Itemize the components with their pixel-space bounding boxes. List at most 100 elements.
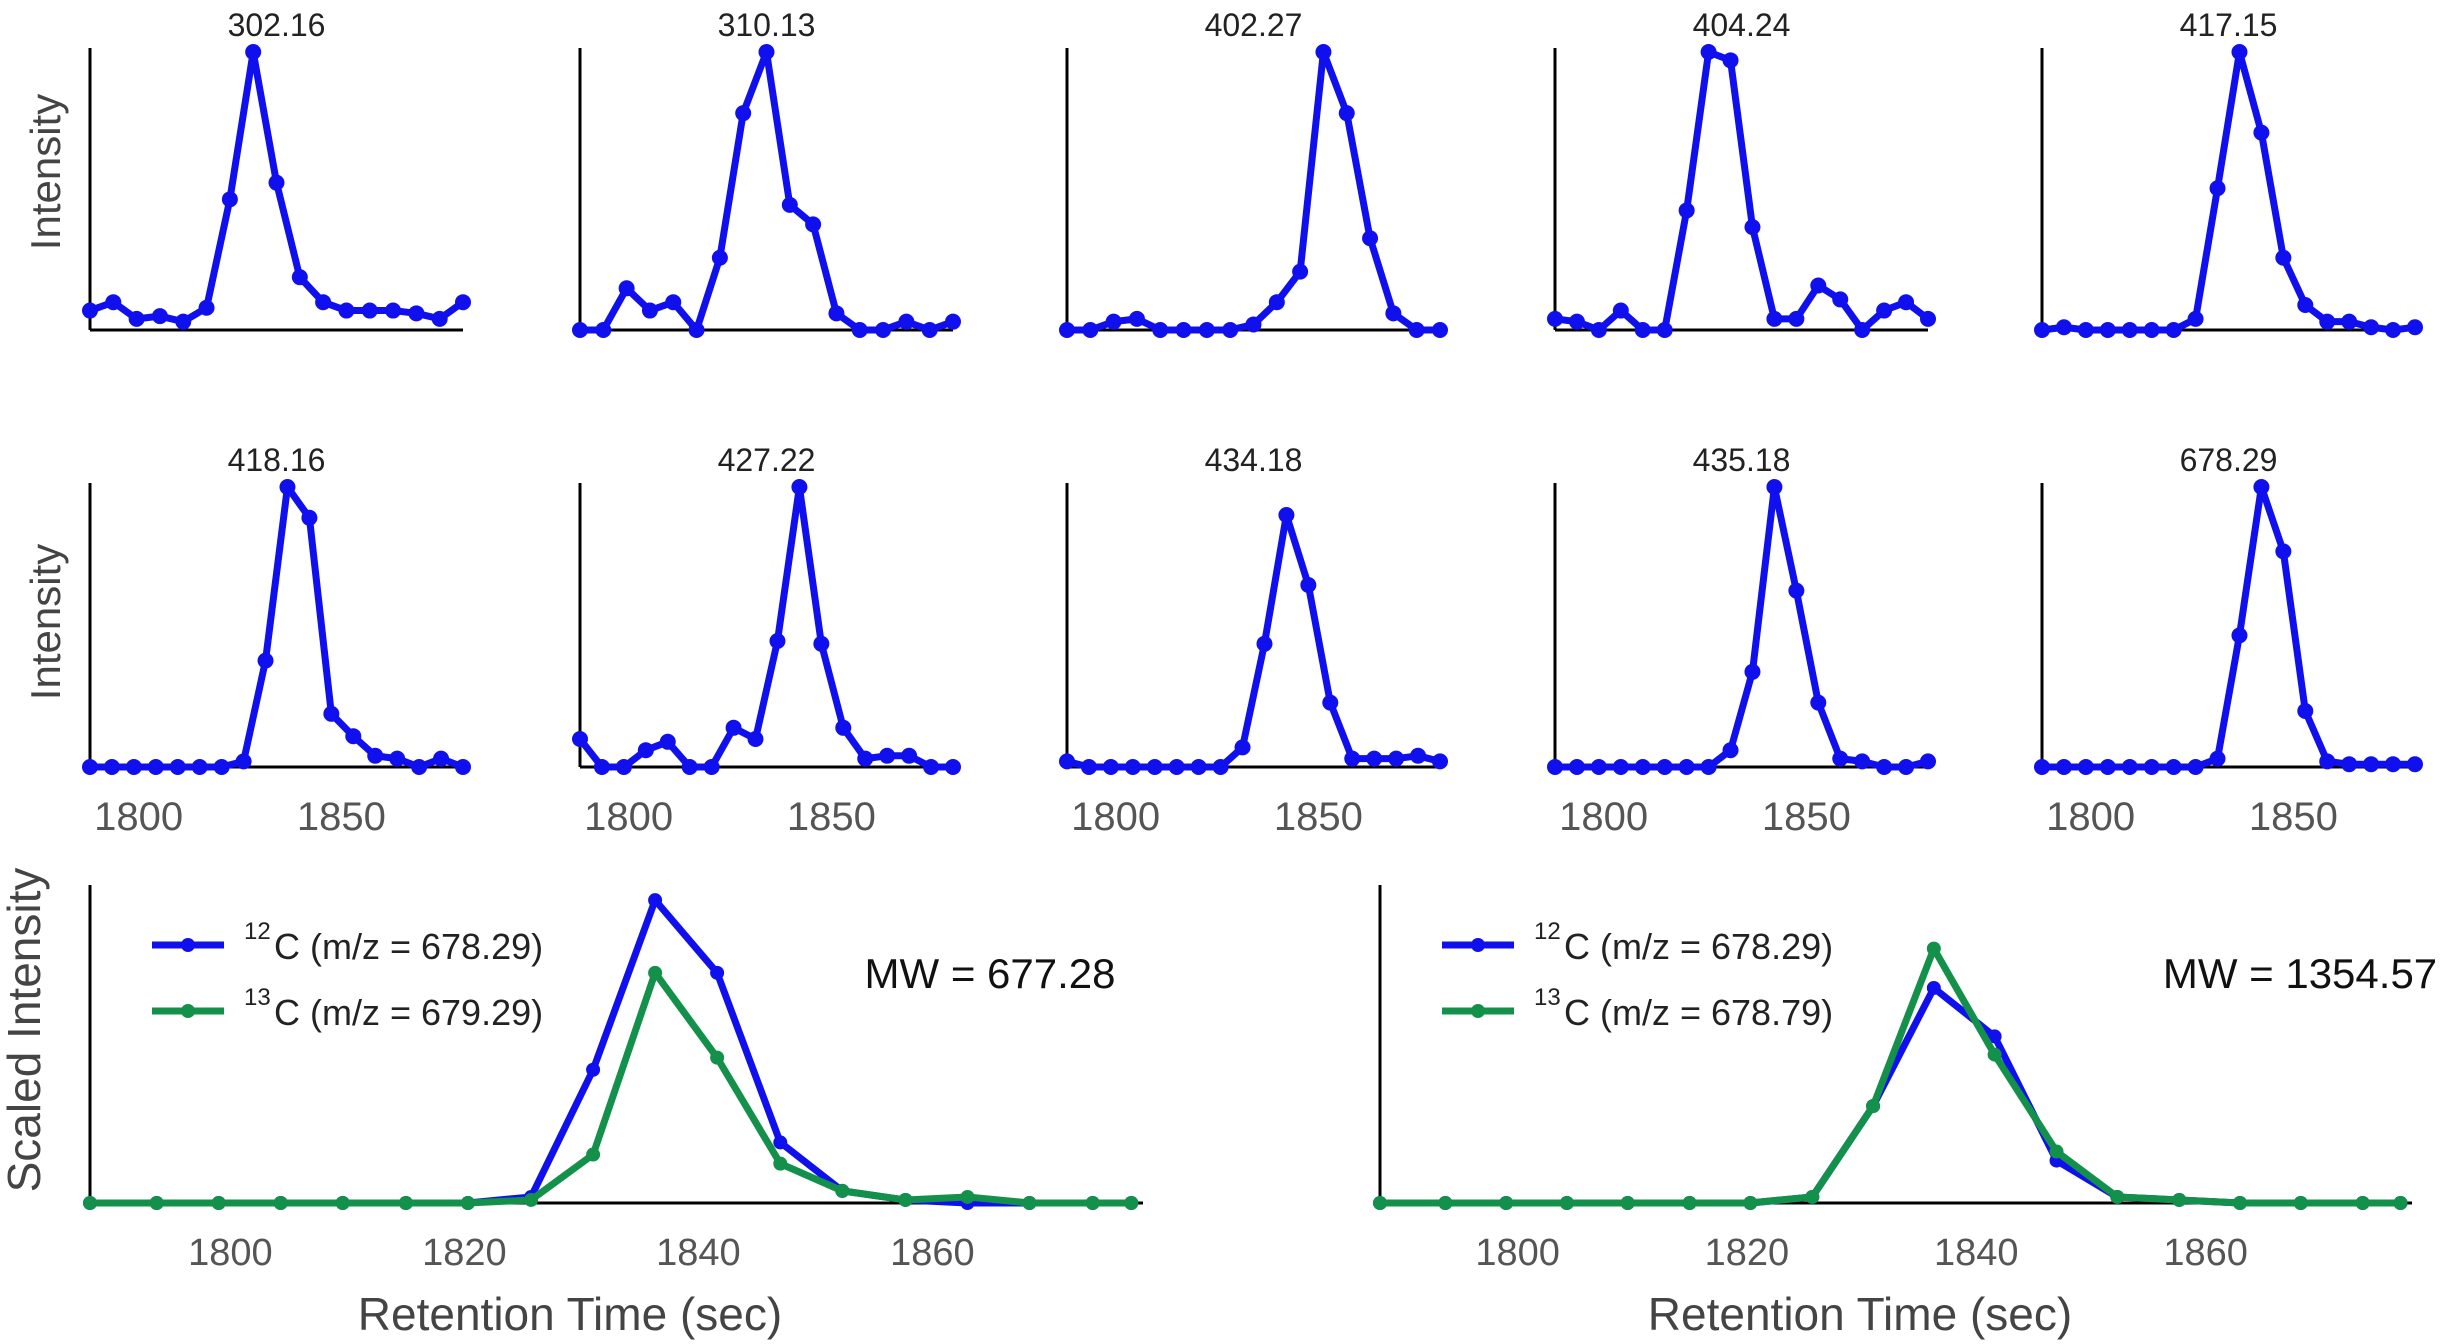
data-point [1766, 310, 1783, 327]
data-point [1212, 759, 1229, 775]
data-point [169, 759, 186, 775]
series-line [1554, 48, 1931, 334]
panel-title: 302.16 [228, 7, 326, 43]
legend-superscript: 13 [1534, 984, 1561, 1011]
data-point [641, 302, 658, 319]
data-point [2275, 543, 2292, 560]
data-point [1338, 105, 1355, 122]
data-point [572, 322, 588, 338]
data-point [1678, 759, 1695, 775]
data-point [1102, 759, 1119, 775]
x-tick-label: 1860 [2163, 1232, 2248, 1274]
data-point [681, 759, 698, 775]
data-point [2297, 703, 2314, 719]
small-panel-8: 434.18 1800 1850 [1059, 442, 1448, 839]
data-point [2099, 759, 2116, 775]
data-point [1315, 44, 1332, 60]
data-point [1743, 1196, 1758, 1210]
data-point [2253, 124, 2270, 141]
panel-title: 434.18 [1205, 442, 1303, 478]
legend-superscript: 12 [1534, 918, 1561, 945]
data-point [805, 216, 822, 233]
legend-label: C (m/z = 678.29) [274, 926, 543, 967]
data-point [257, 652, 274, 669]
data-point [82, 759, 98, 775]
series-line [577, 483, 953, 771]
x-tick-label: 1850 [787, 795, 876, 839]
data-point [1722, 52, 1739, 69]
data-point [431, 310, 448, 327]
x-tick-label: 1860 [890, 1232, 975, 1274]
data-point [1547, 310, 1563, 327]
series-line [1066, 511, 1441, 771]
data-point [1082, 322, 1099, 338]
data-point [875, 322, 892, 338]
data-point [335, 1196, 350, 1210]
data-point [1634, 322, 1651, 338]
data-point [105, 294, 122, 311]
data-point [2187, 310, 2204, 327]
bottom-left-xlabel: Retention Time (sec) [358, 1288, 782, 1340]
data-point [1410, 747, 1427, 764]
data-point [1385, 305, 1402, 322]
data-point [1292, 263, 1309, 280]
data-point [235, 753, 252, 770]
data-point [1198, 322, 1215, 338]
data-point [828, 305, 845, 322]
series-line [2042, 483, 2415, 771]
data-point [1152, 322, 1169, 338]
small-panel-3: 402.27 [1059, 7, 1448, 338]
data-point [2297, 296, 2314, 313]
data-point [2385, 322, 2402, 338]
data-point [2055, 319, 2072, 336]
data-point [901, 747, 918, 764]
data-point [1124, 759, 1141, 775]
data-point [1388, 750, 1405, 767]
data-point [835, 719, 852, 736]
data-point [2077, 322, 2094, 338]
data-point [2034, 759, 2050, 775]
data-point [1590, 322, 1607, 338]
data-point [1373, 1196, 1387, 1210]
data-point [618, 280, 635, 297]
data-point [323, 705, 340, 722]
data-point [1344, 750, 1361, 767]
small-panel-10: 678.29 1800 1850 [2034, 442, 2423, 839]
data-point [1146, 759, 1163, 775]
data-point [2363, 756, 2380, 773]
data-point [1876, 302, 1893, 319]
data-point [1222, 322, 1239, 338]
data-point [735, 105, 752, 122]
data-point [835, 1183, 850, 1198]
panel-title: 404.24 [1693, 7, 1791, 43]
data-point [1080, 759, 1097, 775]
mw-annotation: MW = 1354.57 [2163, 950, 2437, 997]
panel-title: 310.13 [718, 7, 816, 43]
data-point [898, 313, 915, 330]
data-point [2165, 759, 2182, 775]
data-point [2363, 319, 2380, 336]
data-point [2209, 180, 2226, 197]
x-tick-label: 1850 [2249, 795, 2338, 839]
x-tick-label: 1800 [188, 1232, 273, 1274]
data-point [1128, 310, 1145, 327]
data-point [398, 1196, 413, 1210]
data-point [2121, 759, 2138, 775]
series-line [90, 896, 1132, 1207]
series-line [1067, 48, 1440, 334]
data-point [1300, 577, 1317, 593]
data-point [1656, 759, 1673, 775]
data-point [1268, 294, 1285, 311]
series-line [1380, 984, 2401, 1207]
data-point [367, 747, 384, 764]
data-point [2034, 322, 2050, 338]
data-point [2319, 753, 2336, 770]
panel-title: 417.15 [2180, 7, 2278, 43]
data-point [586, 1062, 601, 1077]
panel-title: 427.22 [718, 442, 816, 478]
data-point [338, 302, 355, 319]
data-point [593, 759, 610, 775]
x-tick-label: 1800 [94, 795, 183, 839]
data-point [1278, 507, 1295, 523]
x-tick-label: 1800 [1559, 795, 1648, 839]
